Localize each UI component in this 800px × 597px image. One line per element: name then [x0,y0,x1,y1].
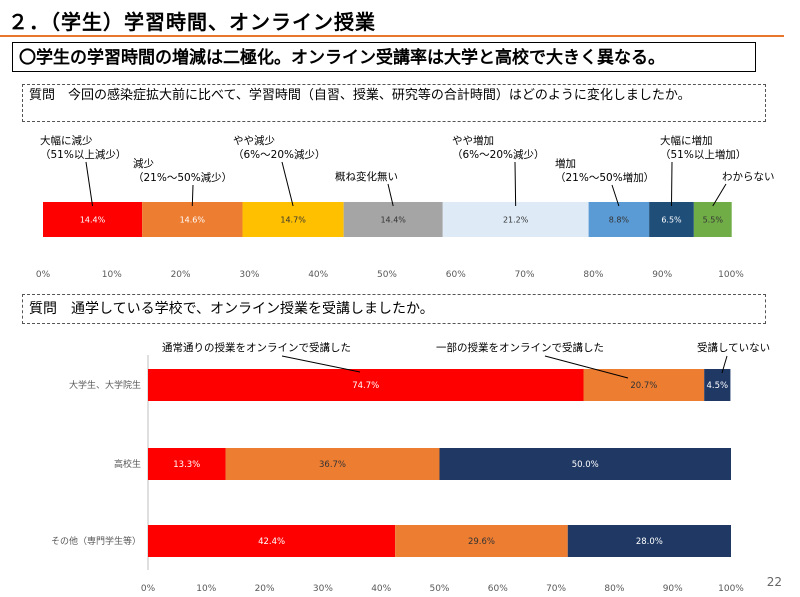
callout-label-2: 減少 [133,157,154,170]
data-label-3: 14.7% [280,216,306,225]
x-tick-label: 80% [604,584,624,594]
data-label-8: 5.5% [703,216,724,225]
series-callout-1: 通常通りの授業をオンラインで受講した [162,341,351,354]
callout-label-6-line2: （21%～50%増加） [555,171,654,184]
data-label-r1-s3: 4.5% [706,381,728,391]
x-tick-label: 90% [652,270,672,280]
data-label-4: 14.4% [380,216,406,225]
x-tick-label: 0% [36,270,51,280]
x-tick-label: 0% [141,584,156,594]
bar-segment-6 [588,202,650,237]
callout-leader-8 [712,183,727,207]
data-label-r2-s2: 36.7% [319,460,346,470]
summary-box: 〇学生の学習時間の増減は二極化。オンライン受講率は大学と高校で大きく異なる。 [12,42,756,72]
bar-segment-4 [343,202,443,237]
bar-segment-5 [442,202,589,237]
bar-segment-r2-s1 [148,448,226,480]
x-tick-label: 90% [663,584,683,594]
callout-label-7-line2: （51%以上増加） [660,148,746,161]
bar-segment-1 [43,202,143,237]
series-callout-2: 一部の授業をオンラインで受講した [436,341,604,354]
callout-label-3-line2: （6%～20%減少） [233,148,326,161]
bar-segment-r3-s2 [395,525,568,557]
callout-leader-4 [387,183,394,207]
x-tick-label: 70% [515,270,535,280]
series-callout-leader-2 [544,355,629,379]
title-divider [0,35,784,37]
x-tick-label: 10% [102,270,122,280]
x-tick-label: 40% [308,270,328,280]
data-label-6: 8.8% [609,216,630,225]
category-label-3: その他（専門学生等） [51,535,141,547]
page-number: 22 [766,575,782,589]
page-title: ２．（学生）学習時間、オンライン授業 [8,10,376,34]
bar-segment-r1-s1 [148,369,584,401]
x-tick-label: 30% [313,584,333,594]
x-tick-label: 30% [239,270,259,280]
category-label-2: 高校生 [114,458,141,470]
data-label-r1-s1: 74.7% [352,381,379,391]
bar-segment-r2-s2 [225,448,440,480]
x-tick-label: 70% [546,584,566,594]
callout-label-7: 大幅に増加 [660,134,713,147]
callout-label-3: やや減少 [233,134,275,147]
callout-leader-7 [670,161,673,207]
data-label-r2-s3: 50.0% [572,460,599,470]
data-label-1: 14.4% [80,216,106,225]
data-label-r3-s2: 29.6% [468,537,495,547]
series-callout-leader-3 [721,355,728,374]
x-tick-label: 20% [255,584,275,594]
data-label-r1-s2: 20.7% [630,381,657,391]
series-callout-leader-1 [281,355,361,373]
bar-segment-8 [693,202,732,237]
callout-label-5: やや増加 [452,134,494,147]
x-tick-label: 60% [446,270,466,280]
bar-segment-r1-s3 [704,369,731,401]
data-label-2: 14.6% [180,216,206,225]
callout-label-1: 大幅に減少 [40,134,93,147]
callout-leader-2 [191,184,194,207]
bar-segment-r3-s1 [148,525,396,557]
callout-label-8: わからない [722,171,775,183]
callout-label-6: 増加 [555,157,576,170]
x-tick-label: 100% [718,270,744,280]
callout-label-2-line2: （21%～50%減少） [133,171,232,184]
x-tick-label: 80% [583,270,603,280]
callout-leader-6 [611,184,620,207]
x-tick-label: 60% [488,584,508,594]
x-tick-label: 40% [371,584,391,594]
data-label-5: 21.2% [503,216,529,225]
x-tick-label: 20% [171,270,191,280]
x-tick-label: 10% [196,584,216,594]
x-tick-label: 50% [429,584,449,594]
callout-label-5-line2: （6%～20%減少） [452,148,545,161]
question-2-box: 質問 通学している学校で、オンライン授業を受講しましたか。 [22,294,766,324]
bar-segment-r1-s2 [583,369,705,401]
data-label-7: 6.5% [661,216,682,225]
data-label-r3-s3: 28.0% [636,537,663,547]
bar-segment-r2-s3 [439,448,731,480]
x-tick-label: 100% [718,584,744,594]
callout-leader-5 [514,161,517,207]
category-label-1: 大学生、大学院生 [69,379,141,391]
callout-label-1-line2: （51%以上減少） [40,148,126,161]
callout-label-4: 概ね変化無い [335,170,398,183]
data-label-r3-s1: 42.4% [258,537,285,547]
callout-leader-1 [85,161,94,207]
bar-segment-7 [649,202,694,237]
question-1-box: 質問 今回の感染症拡大前に比べて、学習時間（自習、授業、研究等の合計時間）はどの… [22,84,766,122]
bar-segment-2 [142,202,243,237]
callout-leader-3 [281,161,294,207]
bar-segment-3 [242,202,344,237]
data-label-r2-s1: 13.3% [173,460,200,470]
x-tick-label: 50% [377,270,397,280]
bar-segment-r3-s3 [567,525,731,557]
series-callout-3: 受講していない [697,341,770,354]
